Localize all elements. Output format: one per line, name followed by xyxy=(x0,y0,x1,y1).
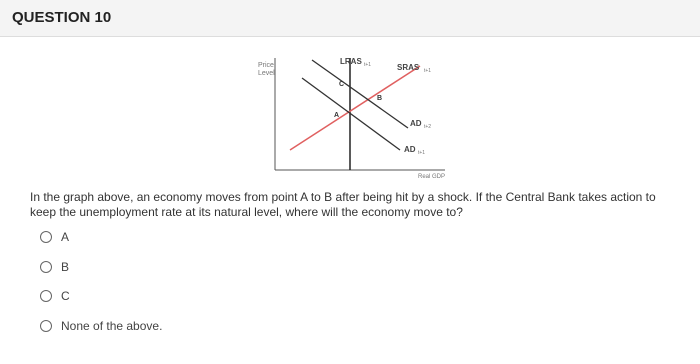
curve-subscript: t+1 xyxy=(418,150,425,156)
curve-label: AD xyxy=(410,119,422,128)
header-title: QUESTION 10 xyxy=(12,9,112,26)
option-label[interactable]: A xyxy=(61,230,70,244)
option[interactable]: None of the above. xyxy=(40,319,162,333)
curve-subscript: t+1 xyxy=(424,68,431,74)
curve-label: SRAS xyxy=(397,63,420,72)
ad-t2-line xyxy=(311,59,409,129)
option-label[interactable]: C xyxy=(61,289,70,303)
curve-subscript: t+1 xyxy=(364,62,371,68)
sras-line xyxy=(289,65,421,151)
option[interactable]: B xyxy=(40,260,69,274)
radio[interactable] xyxy=(40,261,52,273)
radio[interactable] xyxy=(40,231,52,243)
point-label: B xyxy=(377,95,382,102)
y-axis-label: Level xyxy=(258,70,275,77)
curve-label: AD xyxy=(404,145,416,154)
ad-t1-line xyxy=(301,77,401,151)
radio[interactable] xyxy=(40,290,52,302)
option-label[interactable]: None of the above. xyxy=(61,319,163,333)
y-axis-label: Price xyxy=(258,62,274,69)
curve-label: LRAS xyxy=(340,57,362,66)
curve-subscript: t+2 xyxy=(424,124,431,130)
radio[interactable] xyxy=(40,320,52,332)
point-label: A xyxy=(334,112,339,119)
option-label[interactable]: B xyxy=(61,260,70,274)
point-label: C xyxy=(339,81,344,88)
question-text: In the graph above, an economy moves fro… xyxy=(30,190,656,219)
option[interactable]: C xyxy=(40,289,70,303)
option[interactable]: A xyxy=(40,230,69,244)
x-axis-label: Real GDP xyxy=(418,174,445,180)
header: QUESTION 10 xyxy=(0,0,700,37)
